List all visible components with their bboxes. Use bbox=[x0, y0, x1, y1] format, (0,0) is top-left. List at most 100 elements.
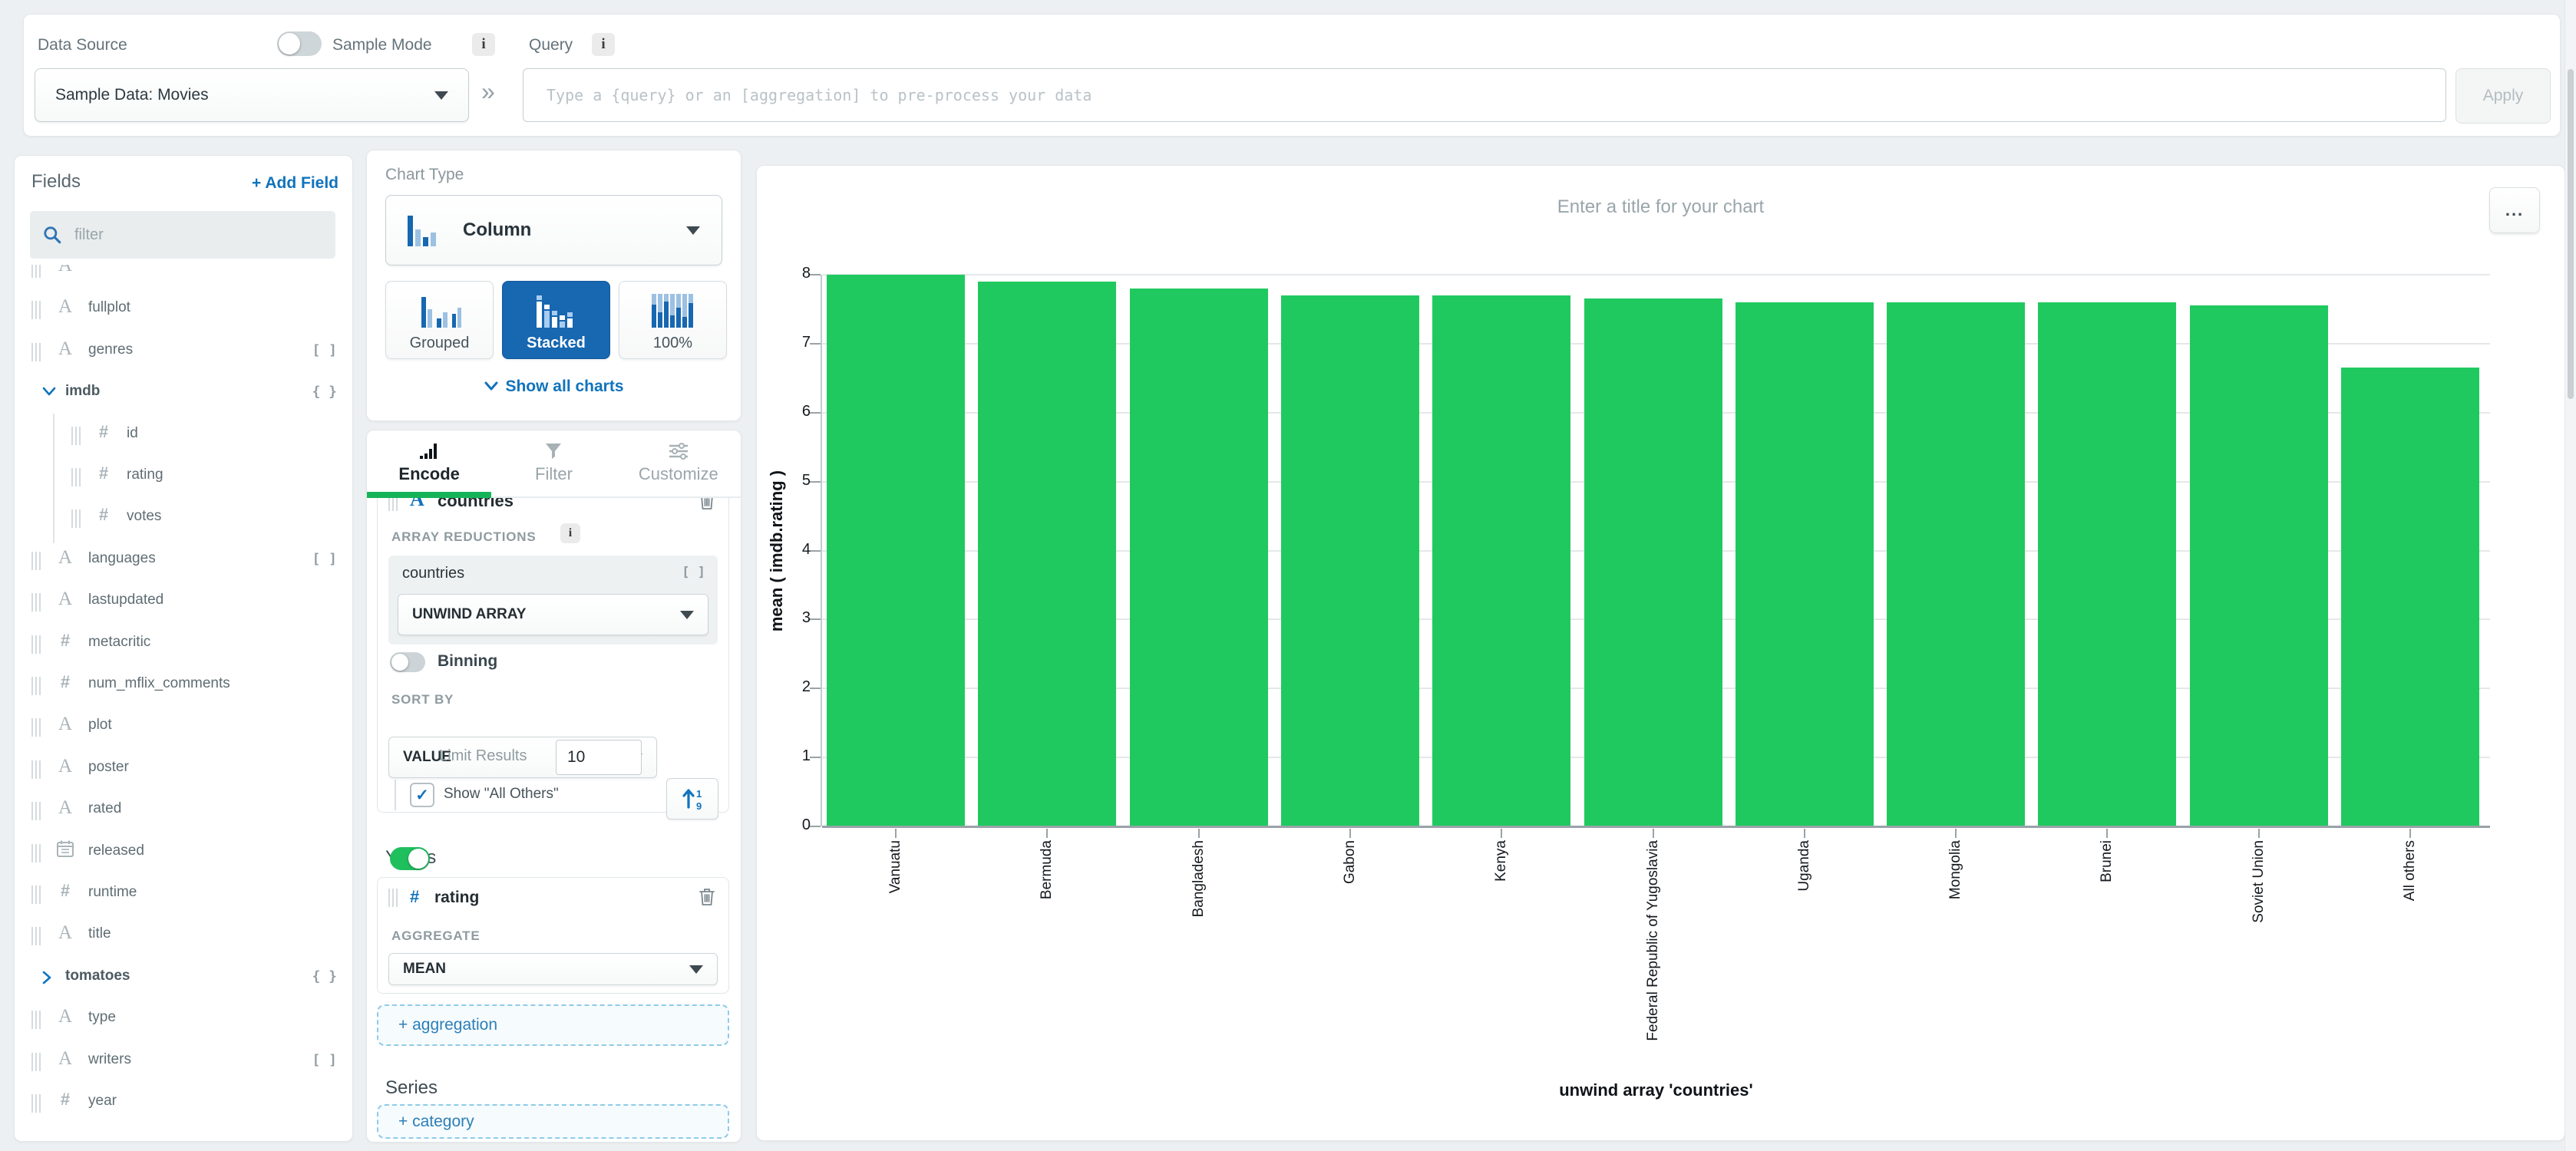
drag-handle-icon[interactable] bbox=[31, 927, 33, 946]
drag-handle-icon[interactable] bbox=[31, 1052, 33, 1071]
field-item-clipped[interactable]: A bbox=[15, 265, 352, 287]
drag-handle-icon[interactable] bbox=[31, 593, 33, 612]
y-tick-label: 0 bbox=[801, 816, 811, 833]
drag-handle-icon[interactable] bbox=[31, 760, 33, 779]
y-tick bbox=[810, 826, 821, 827]
drag-handle-icon[interactable] bbox=[31, 677, 33, 695]
string-type-icon: A bbox=[58, 265, 73, 275]
y-tick-label: 8 bbox=[801, 265, 811, 282]
x-tick bbox=[1501, 829, 1503, 838]
tab-encode[interactable]: Encode bbox=[367, 430, 491, 496]
chevron-down-icon bbox=[484, 381, 498, 391]
sample-mode-toggle[interactable] bbox=[277, 31, 322, 56]
y-tick-label: 3 bbox=[801, 609, 811, 627]
x-tick bbox=[2257, 829, 2260, 838]
drag-handle-icon[interactable] bbox=[31, 342, 33, 361]
trash-icon[interactable] bbox=[698, 887, 716, 907]
add-field-button[interactable]: + Add Field bbox=[252, 174, 339, 192]
field-item-runtime[interactable]: # runtime bbox=[15, 875, 352, 913]
x-tick bbox=[1652, 829, 1654, 838]
chart-menu-button[interactable]: ... bbox=[2489, 187, 2540, 233]
field-filter-input[interactable] bbox=[73, 225, 306, 245]
field-item-metacritic[interactable]: # metacritic bbox=[15, 625, 352, 663]
sort-direction-button[interactable]: 1 9 bbox=[666, 778, 718, 820]
limit-value-input[interactable] bbox=[556, 740, 642, 775]
string-type-icon: A bbox=[58, 296, 73, 318]
number-type-icon: # bbox=[60, 881, 71, 900]
stacked-column-icon bbox=[536, 295, 573, 328]
field-item-released[interactable]: released bbox=[15, 833, 352, 872]
drag-handle-icon[interactable] bbox=[31, 301, 33, 320]
field-item-imdb[interactable]: imdb{ } bbox=[15, 374, 352, 412]
drag-handle-icon[interactable] bbox=[71, 426, 73, 445]
drag-handle-icon[interactable] bbox=[388, 889, 390, 907]
field-item-tomatoes[interactable]: tomatoes{ } bbox=[15, 958, 352, 997]
drag-handle-icon[interactable] bbox=[31, 886, 33, 904]
field-item-num_mflix_comments[interactable]: # num_mflix_comments bbox=[15, 666, 352, 704]
y-tick-label: 1 bbox=[801, 747, 811, 765]
drag-handle-icon[interactable] bbox=[31, 718, 33, 737]
filter-funnel-icon bbox=[546, 444, 562, 459]
query-input[interactable] bbox=[523, 68, 2446, 122]
variant-stacked-button[interactable]: Stacked bbox=[502, 281, 610, 359]
chevron-right-icon[interactable] bbox=[42, 971, 51, 988]
unwind-array-select[interactable]: UNWIND ARRAY bbox=[398, 594, 708, 635]
tab-filter[interactable]: Filter bbox=[491, 430, 616, 496]
x-tick-label: Soviet Union bbox=[2250, 840, 2267, 923]
sort-by-label: SORT BY bbox=[391, 692, 454, 707]
chart-title-input[interactable]: Enter a title for your chart bbox=[1557, 196, 1765, 217]
field-item-votes[interactable]: # votes bbox=[15, 499, 352, 537]
info-icon[interactable]: i bbox=[472, 33, 495, 56]
page-scrollbar[interactable] bbox=[2564, 0, 2576, 1151]
chart-type-select[interactable]: Column bbox=[385, 195, 722, 265]
drag-handle-icon[interactable] bbox=[31, 635, 33, 654]
field-item-rating[interactable]: # rating bbox=[15, 457, 352, 496]
field-item-id[interactable]: # id bbox=[15, 416, 352, 454]
drag-handle-icon[interactable] bbox=[31, 843, 33, 862]
drag-handle-icon[interactable] bbox=[31, 1011, 33, 1030]
drag-handle-icon[interactable] bbox=[31, 551, 33, 570]
drag-handle-icon[interactable] bbox=[71, 510, 73, 529]
aggregate-select[interactable]: MEAN bbox=[388, 953, 718, 985]
reduction-field-label: countries bbox=[402, 565, 465, 582]
drag-handle-icon[interactable] bbox=[31, 265, 33, 278]
sort-ascending-icon: 1 9 bbox=[682, 788, 702, 812]
string-type-icon: A bbox=[58, 589, 73, 610]
indent-line bbox=[395, 780, 396, 810]
add-aggregation-button[interactable]: + aggregation bbox=[377, 1004, 729, 1046]
scrollbar-thumb[interactable] bbox=[2568, 69, 2574, 399]
add-category-button[interactable]: + category bbox=[377, 1104, 729, 1139]
variant-grouped-button[interactable]: Grouped bbox=[385, 281, 494, 359]
limit-results-toggle[interactable] bbox=[390, 847, 430, 870]
binning-toggle[interactable] bbox=[390, 652, 425, 672]
drag-handle-icon[interactable] bbox=[71, 468, 73, 486]
data-source-select[interactable]: Sample Data: Movies bbox=[35, 68, 469, 122]
field-filter-box[interactable] bbox=[30, 211, 335, 259]
variant-100-button[interactable]: 100% bbox=[619, 281, 727, 359]
show-all-others-checkbox[interactable]: ✓ bbox=[410, 783, 434, 807]
apply-button[interactable]: Apply bbox=[2455, 68, 2551, 124]
bar-Bangladesh bbox=[1129, 288, 1268, 826]
drag-handle-icon[interactable] bbox=[31, 1094, 33, 1113]
drag-handle-icon[interactable] bbox=[31, 802, 33, 821]
show-all-charts-link[interactable]: Show all charts bbox=[367, 378, 741, 396]
chevron-down-icon[interactable] bbox=[42, 386, 56, 400]
chart-type-panel: Chart Type Column Grouped bbox=[366, 150, 741, 421]
active-tab-indicator bbox=[367, 492, 491, 498]
drag-handle-icon[interactable] bbox=[388, 493, 390, 511]
info-icon[interactable]: i bbox=[560, 523, 580, 543]
info-icon[interactable]: i bbox=[592, 33, 615, 56]
field-item-year[interactable]: # year bbox=[15, 1083, 352, 1122]
tab-customize[interactable]: Customize bbox=[616, 430, 741, 496]
